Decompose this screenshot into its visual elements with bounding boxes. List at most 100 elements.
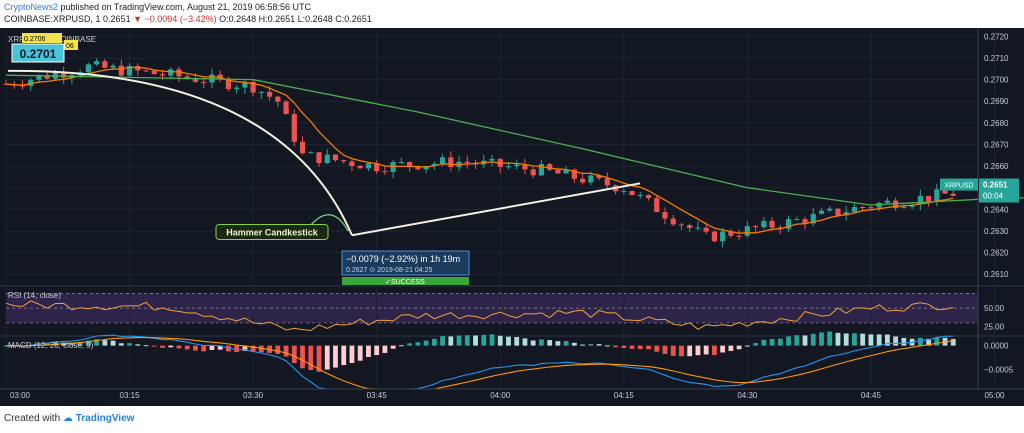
macd-histogram-bar bbox=[917, 337, 923, 346]
macd-histogram-bar bbox=[802, 335, 808, 346]
small-price-tag-2 bbox=[64, 40, 78, 50]
rsi-tick-label: 25.00 bbox=[984, 323, 1005, 332]
macd-histogram-bar bbox=[143, 345, 149, 347]
macd-histogram-bar bbox=[679, 345, 684, 357]
macd-histogram-bar bbox=[390, 345, 396, 349]
candle-body bbox=[695, 227, 701, 229]
candle-body bbox=[61, 72, 67, 78]
macd-histogram-bar bbox=[357, 345, 363, 361]
candle-body bbox=[827, 208, 833, 211]
macd-histogram-bar bbox=[85, 340, 91, 346]
symbol-label: COINBASE:XRPUSD, 1 bbox=[4, 14, 101, 24]
macd-histogram-bar bbox=[407, 343, 413, 346]
candle-body bbox=[884, 200, 890, 203]
candle-body bbox=[390, 162, 396, 173]
candle-body bbox=[44, 74, 50, 79]
chart-area[interactable]: RSI (14, close) 50.00 25.00 MACD (12, 26, … bbox=[0, 28, 1024, 406]
symbol-line: COINBASE:XRPUSD, 1 0.2651 ▼ −0.0094 (−3.… bbox=[4, 14, 372, 24]
macd-line bbox=[5, 334, 954, 390]
publisher-name[interactable]: CryptoNews2 bbox=[4, 2, 59, 12]
candle-body bbox=[596, 175, 602, 179]
macd-histogram-bar bbox=[860, 333, 866, 346]
macd-histogram-bar bbox=[786, 336, 791, 346]
macd-histogram-bar bbox=[852, 333, 857, 346]
macd-histogram-bar bbox=[168, 345, 174, 348]
candle-body bbox=[85, 64, 91, 73]
price-chart[interactable]: RSI (14, close) 50.00 25.00 MACD (12, 26, … bbox=[0, 28, 1024, 406]
candle-body bbox=[761, 220, 767, 228]
macd-histogram-bar bbox=[184, 345, 190, 350]
macd-histogram-bar bbox=[819, 332, 824, 346]
candle-body bbox=[439, 157, 446, 164]
candle-body bbox=[250, 81, 256, 93]
macd-histogram-bar bbox=[884, 334, 890, 346]
time-tick-label: 03:45 bbox=[367, 391, 388, 400]
candle-body bbox=[505, 166, 512, 168]
time-tick-label: 05:00 bbox=[984, 391, 1005, 400]
measure-change: −0.0079 (−2.92%) in 1h 19m bbox=[346, 254, 460, 264]
candle-body bbox=[464, 161, 470, 164]
candle-body bbox=[151, 70, 157, 75]
measure-details: 0.2627 ⊙ 2019-08-21 04:25 bbox=[346, 267, 433, 274]
moving-average-series bbox=[5, 66, 1024, 234]
candle-body bbox=[242, 81, 248, 88]
candle-body bbox=[580, 178, 586, 183]
macd-histogram-bar bbox=[242, 345, 248, 351]
macd-histogram-bar bbox=[160, 345, 165, 348]
macd-histogram-bar bbox=[530, 340, 536, 346]
candle-body bbox=[794, 219, 800, 221]
candle-body bbox=[168, 69, 174, 76]
candle-body bbox=[258, 91, 264, 93]
candle-body bbox=[275, 96, 281, 102]
macd-histogram-bar bbox=[712, 345, 717, 356]
candle-body bbox=[942, 189, 948, 194]
candle-body bbox=[769, 220, 775, 228]
macd-histogram-bar bbox=[810, 333, 816, 346]
candle-body bbox=[621, 190, 627, 192]
price-tick-label: 0.2690 bbox=[984, 97, 1009, 106]
candle-body bbox=[308, 152, 314, 154]
candle-body bbox=[868, 207, 874, 209]
candle-body bbox=[654, 198, 660, 213]
success-bar bbox=[342, 277, 469, 285]
candle-body bbox=[934, 189, 940, 202]
price-tick-label: 0.2610 bbox=[984, 270, 1009, 279]
macd-histogram-bar bbox=[539, 339, 544, 346]
candle-body bbox=[514, 164, 520, 167]
macd-histogram-bar bbox=[398, 345, 404, 347]
recovery-line bbox=[351, 182, 641, 237]
macd-histogram-bar bbox=[703, 345, 709, 355]
candle-body bbox=[234, 87, 240, 89]
tradingview-brand[interactable]: TradingView bbox=[75, 413, 135, 424]
macd-histogram-bar bbox=[637, 345, 643, 349]
macd-histogram-bar bbox=[654, 345, 660, 352]
macd-histogram-bar bbox=[102, 340, 108, 346]
macd-histogram-bar bbox=[596, 344, 602, 346]
candle-body bbox=[374, 163, 380, 172]
chart-annotations: XRPUSD, 1, COINBASE0.2706060.2701Hammer … bbox=[7, 33, 1019, 286]
macd-histogram-bar bbox=[464, 335, 470, 346]
price-tick-label: 0.2720 bbox=[984, 32, 1009, 41]
candle-body bbox=[102, 61, 108, 68]
macd-histogram-bar bbox=[695, 345, 701, 356]
macd-tick-label: −0.0005 bbox=[984, 366, 1014, 375]
candle-body bbox=[629, 190, 635, 196]
candle-body bbox=[744, 226, 750, 236]
macd-histogram-bar bbox=[843, 333, 849, 346]
candle-body bbox=[802, 219, 808, 224]
trend-arc bbox=[7, 69, 353, 236]
rsi-title: RSI (14, close) bbox=[8, 291, 61, 300]
macd-histogram-bar bbox=[580, 344, 586, 346]
macd-histogram-bar bbox=[151, 345, 157, 347]
down-arrow-icon: ▼ bbox=[133, 14, 143, 24]
candle-body bbox=[530, 169, 536, 176]
candle-body bbox=[645, 194, 652, 199]
macd-histogram-bar bbox=[720, 345, 726, 353]
measure-box bbox=[341, 250, 470, 276]
macd-histogram-bar bbox=[555, 341, 561, 346]
success-label: ✓SUCCESS bbox=[385, 279, 425, 286]
macd-histogram-bar bbox=[868, 334, 874, 346]
macd-histogram-bar bbox=[728, 345, 734, 351]
candle-body bbox=[324, 154, 330, 164]
symbol-tag bbox=[940, 178, 978, 191]
